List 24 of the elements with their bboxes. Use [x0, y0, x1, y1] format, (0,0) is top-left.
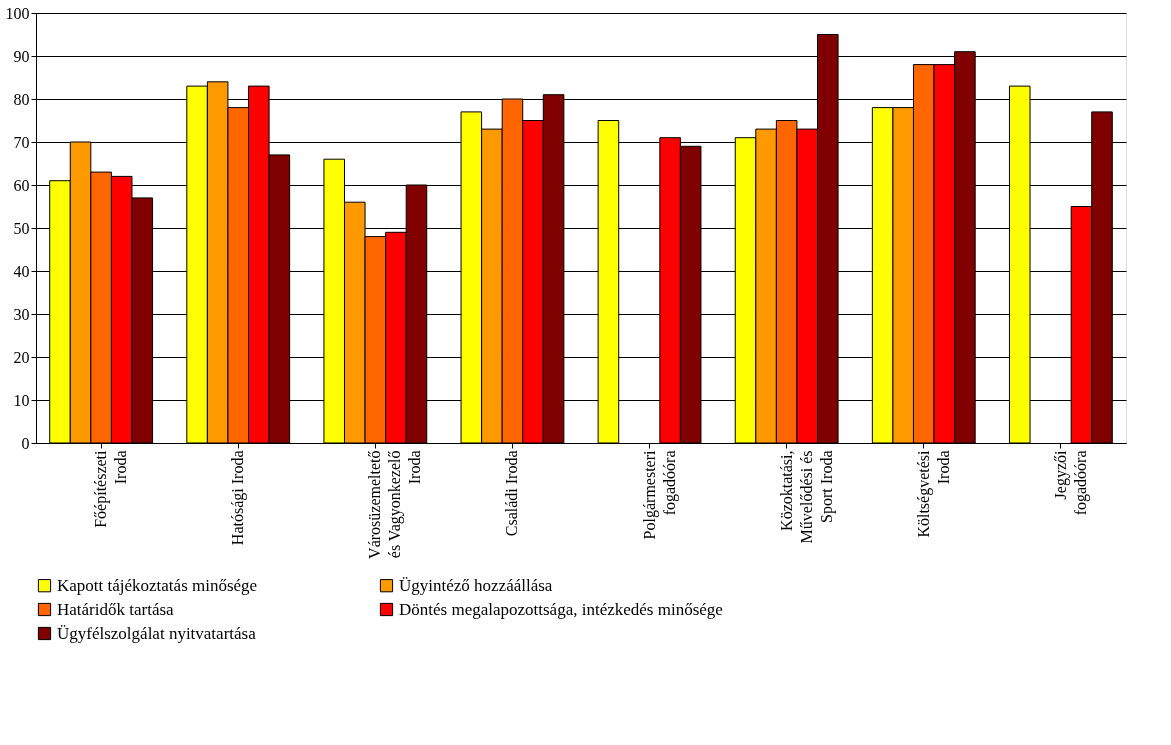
y-tick-label: 80 — [13, 90, 30, 108]
y-tick-label: 60 — [13, 176, 30, 194]
x-tick-label: Családi Iroda — [503, 450, 521, 537]
x-tick-label: Közoktatási, Művelődési és Sport Iroda — [777, 450, 836, 544]
legend-label: Kapott tájékoztatás minősége — [57, 575, 258, 595]
y-tick-label: 40 — [13, 262, 30, 280]
y-tick-label: 50 — [13, 219, 30, 237]
y-tick-label: 30 — [13, 305, 30, 323]
legend-label: Ügyintéző hozzáállása — [399, 575, 553, 595]
y-tick-label: 70 — [13, 133, 30, 151]
x-tick-label: Városüzemeltető és Vagyonkezelő Iroda — [366, 450, 424, 559]
x-tick-label: Hatósági Iroda — [229, 450, 248, 546]
x-tick-label: Költségvetési Iroda — [914, 449, 952, 538]
y-tick-label: 0 — [21, 434, 30, 452]
x-tick-label: Főépítészeti Iroda — [92, 449, 130, 528]
legend-label: Ügyfélszolgálat nyitvatartása — [57, 623, 257, 643]
legend-label: Határidők tartása — [57, 599, 175, 619]
legend-label: Döntés megalapozottsága, intézkedés minősége — [399, 599, 723, 619]
y-tick-label: 90 — [13, 47, 30, 65]
y-tick-label: 10 — [13, 391, 30, 409]
x-tick-label: Jegyzői fogadóóra — [1051, 449, 1090, 516]
y-tick-label: 20 — [13, 348, 30, 366]
y-tick-label: 100 — [5, 4, 30, 22]
x-tick-label: Polgármesteri fogadóóra — [640, 449, 679, 540]
